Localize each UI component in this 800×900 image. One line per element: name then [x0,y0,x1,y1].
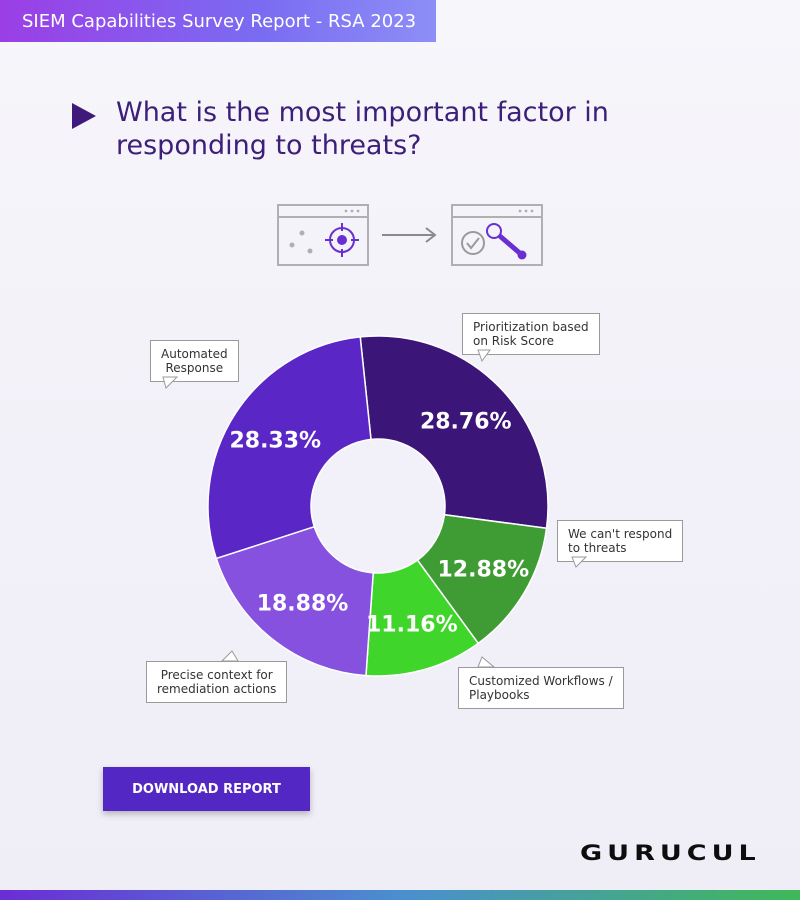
callout-line: Response [165,361,224,375]
donut-slice [359,335,549,530]
slice-percent-label: 18.88% [257,591,349,616]
donut-slice [416,513,548,645]
callout-workflows: Customized Workflows / Playbooks [458,667,624,709]
gurucul-logo: GURUCUL [580,841,761,866]
crosshair-icon [325,223,359,257]
callout-line: Customized Workflows / [469,674,613,688]
callout-line: Precise context for [160,668,273,682]
question-heading: What is the most important factor in res… [72,96,772,162]
donut-slice [215,525,375,677]
callout-line: Automated [161,347,228,361]
callout-automated: Automated Response [150,340,239,382]
report-title: SIEM Capabilities Survey Report - RSA 20… [22,10,417,32]
callout-line: remediation actions [157,682,277,696]
slice-percent-label: 28.33% [229,428,321,453]
callout-precise-context: Precise context for remediation actions [146,661,288,703]
check-circle-icon [461,231,485,255]
callout-line: Playbooks [469,688,530,702]
callout-line: on Risk Score [473,334,555,348]
play-icon [72,103,96,129]
donut-slice [207,336,372,560]
question-text: What is the most important factor in res… [116,97,609,161]
callout-prioritization: Prioritization based on Risk Score [462,313,600,355]
callout-line: Prioritization based [473,320,589,334]
tools-window-icon [451,204,543,266]
download-report-button[interactable]: DOWNLOAD REPORT [103,767,310,811]
slice-percent-label: 11.16% [366,613,458,638]
header-banner: SIEM Capabilities Survey Report - RSA 20… [0,0,436,42]
footer-gradient-bar [0,890,800,900]
target-window-icon [277,204,369,266]
callout-line: We can't respond [568,527,673,541]
wrench-icon [486,223,527,260]
slice-percent-label: 28.76% [420,410,512,435]
arrow-right-icon [382,227,437,243]
callout-cant-respond: We can't respond to threats [557,520,684,562]
process-illustration [277,204,543,266]
slice-percent-label: 12.88% [438,558,530,583]
callout-line: to threats [568,541,627,555]
